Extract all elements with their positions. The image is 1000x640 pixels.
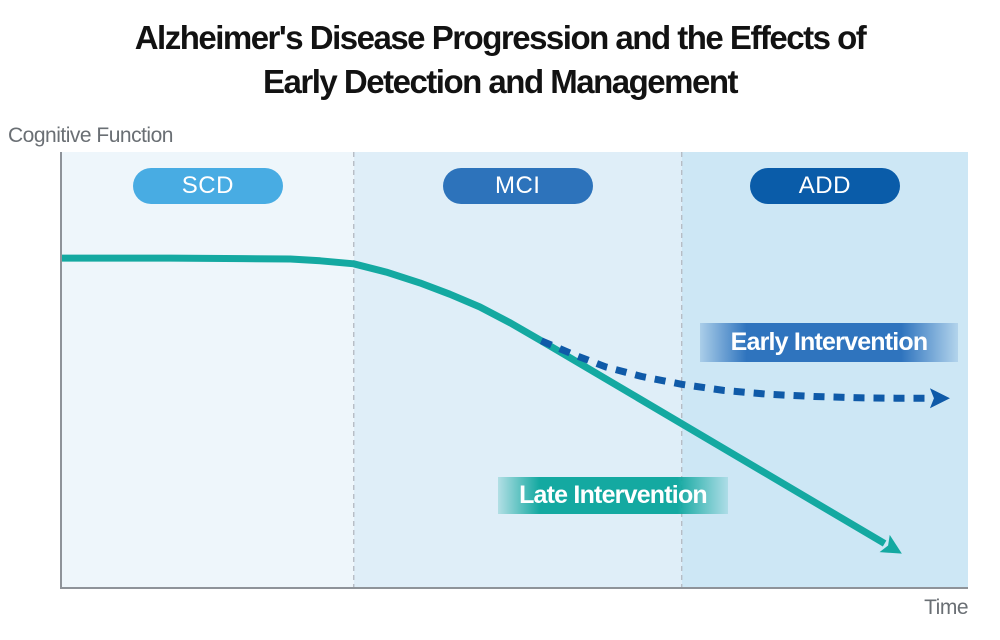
chart-area: SCD MCI ADD Early Intervention Late Inte… [60, 152, 968, 589]
late-intervention-label: Late Intervention [498, 477, 728, 514]
zone-add: ADD [681, 152, 968, 587]
stage-badge-mci: MCI [442, 168, 593, 204]
stage-badge-scd: SCD [132, 168, 283, 204]
arrowhead-icon [929, 388, 950, 409]
chart-title: Alzheimer's Disease Progression and the … [0, 16, 1000, 103]
progression-curves-plot [62, 152, 950, 587]
arrowhead-icon [879, 534, 902, 554]
chart-title-line1: Alzheimer's Disease Progression and the … [134, 19, 867, 56]
early-intervention-label: Early Intervention [700, 323, 958, 362]
chart-title-line2: Early Detection and Management [263, 62, 738, 100]
y-axis-label: Cognitive Function [8, 124, 173, 147]
stage-badge-add: ADD [749, 168, 900, 204]
zone-scd: SCD [62, 152, 354, 587]
x-axis-label: Time [924, 596, 968, 619]
